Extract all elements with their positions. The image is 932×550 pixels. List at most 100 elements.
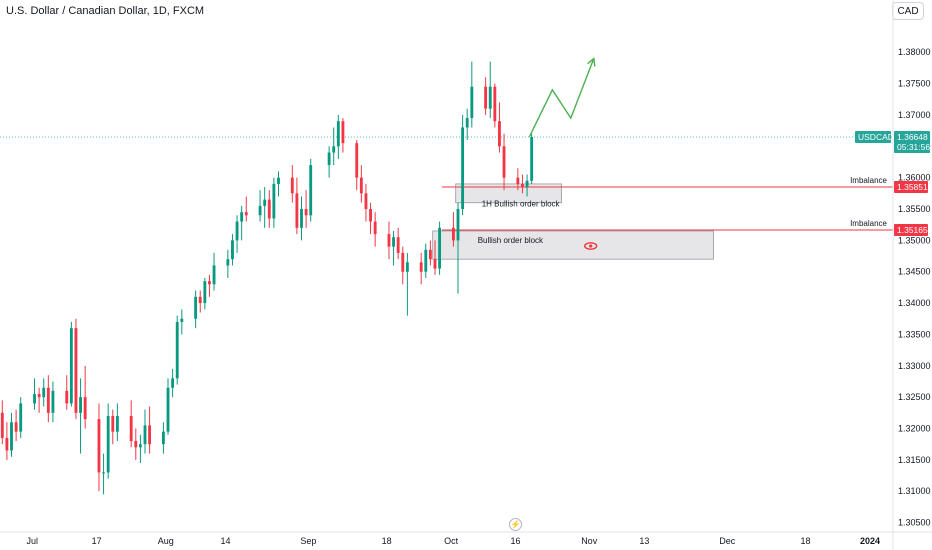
candlestick [498, 102, 501, 153]
zone-label: 1H Bullish order block [482, 200, 561, 209]
candlestick [208, 274, 211, 297]
candlestick [277, 171, 280, 197]
candlestick [530, 133, 534, 184]
candlestick [396, 227, 400, 260]
candlestick [138, 434, 142, 464]
time-tick-label: Oct [444, 536, 459, 546]
candlestick [359, 165, 363, 203]
candle-body [166, 387, 170, 432]
candle-body [74, 328, 78, 413]
candlestick [171, 368, 175, 398]
candle-body [530, 137, 534, 181]
candle-body [424, 249, 428, 272]
countdown-text: 05:31:56 [897, 142, 930, 152]
candle-body [226, 259, 230, 266]
candle-body [456, 209, 460, 241]
candlestick [79, 378, 82, 454]
candlestick [525, 174, 529, 197]
price-tick-label: 1.37000 [898, 110, 931, 120]
candlestick [488, 61, 492, 119]
time-tick-label: Dec [719, 536, 736, 546]
candlestick [5, 422, 9, 460]
candlestick [267, 190, 271, 228]
candle-body [240, 212, 244, 222]
candle-body [175, 321, 179, 379]
last-price-text: 1.36648 [897, 132, 928, 142]
time-tick-label: 2024 [860, 536, 880, 546]
candle-body [470, 86, 474, 119]
candlestick [83, 365, 87, 429]
candle-body [498, 121, 501, 147]
candle-body [106, 415, 110, 473]
candle-body [65, 390, 69, 404]
price-tick-label: 1.31500 [898, 455, 931, 465]
candle-body [341, 121, 345, 144]
candlestick [19, 397, 23, 438]
candlestick [134, 428, 138, 460]
symbol-tag-text: USDCAD [858, 132, 894, 142]
time-tick-label: 16 [511, 536, 521, 546]
candle-body [258, 205, 262, 216]
candle-body [143, 425, 147, 445]
candle-body [267, 199, 271, 219]
candlestick [240, 205, 244, 241]
candle-body [396, 237, 400, 253]
candlestick [341, 118, 345, 153]
candlestick [226, 249, 230, 278]
candlestick [74, 318, 78, 420]
candle-body [493, 86, 497, 122]
candlestick [300, 196, 303, 241]
candlestick [521, 174, 524, 194]
candle-body [51, 390, 55, 413]
candlestick [424, 243, 428, 278]
candlestick [37, 387, 41, 413]
candlestick [129, 400, 133, 448]
candlestick [203, 278, 207, 310]
candle-body [484, 86, 488, 109]
time-tick-label: 14 [221, 536, 231, 546]
candlestick [111, 409, 115, 445]
candle-body [387, 234, 391, 247]
candlestick [438, 221, 442, 275]
price-tick-label: 1.33000 [898, 361, 931, 371]
candle-body [235, 221, 239, 241]
candlestick [493, 83, 497, 128]
candle-body [42, 387, 46, 398]
price-tick-label: 1.38000 [898, 47, 931, 57]
imbalance-price-text: 1.35851 [897, 182, 928, 192]
candlestick [33, 378, 36, 410]
candle-body [359, 177, 363, 194]
price-tick-label: 1.36000 [898, 173, 931, 183]
candle-body [244, 212, 248, 216]
candle-body [502, 146, 506, 178]
candlestick [166, 378, 170, 435]
candlestick [484, 77, 488, 115]
candle-body [180, 318, 184, 322]
candle-body [69, 328, 73, 404]
candle-body [37, 394, 41, 398]
candlestick [42, 378, 46, 407]
time-tick-label: 17 [92, 536, 102, 546]
candle-body [10, 422, 13, 451]
candlestick [290, 165, 294, 203]
candlestick [327, 146, 331, 178]
candle-body [19, 403, 23, 432]
candle-body [516, 177, 520, 184]
time-tick-label: 18 [382, 536, 392, 546]
projection-arrow-path [528, 58, 595, 138]
candle-body [208, 281, 211, 285]
candle-body [433, 259, 437, 269]
candle-body [198, 296, 202, 304]
candlestick [161, 422, 165, 454]
candlestick [428, 240, 432, 266]
candlestick [470, 61, 474, 128]
price-tick-label: 1.35500 [898, 204, 931, 214]
imbalance-label: Imbalance [850, 176, 887, 185]
candle-body [332, 146, 336, 153]
candlestick [309, 158, 313, 222]
candle-body [148, 425, 152, 445]
lightning-icon[interactable]: ⚡ [509, 518, 522, 531]
time-tick-label: 13 [639, 536, 649, 546]
price-tick-label: 1.35000 [898, 235, 931, 245]
